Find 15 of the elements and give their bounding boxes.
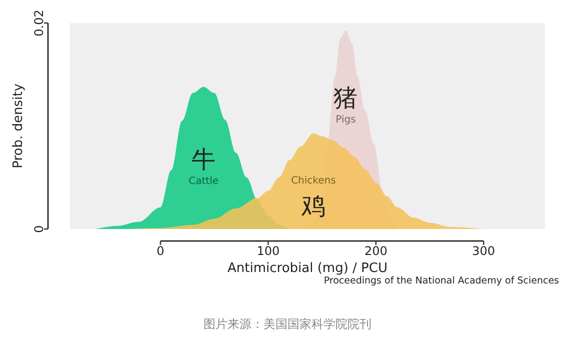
x-tick-label: 0: [156, 244, 164, 258]
series-label: Cattle: [188, 176, 219, 187]
annotation: 鸡: [300, 192, 326, 220]
annotation: 牛: [192, 145, 216, 174]
text: 图片来源：美国国家科学院院刊: [204, 317, 372, 331]
y-axis-title: Prob. density: [11, 83, 26, 168]
annotation: 猪: [334, 84, 358, 112]
series-label: Pigs: [336, 114, 356, 126]
series-label: Chickens: [291, 176, 336, 187]
x-axis-title: Antimicrobial (mg) / PCU: [228, 260, 388, 276]
x-tick-label: 300: [472, 244, 496, 258]
x-tick-label: 100: [256, 244, 280, 258]
text: Proceedings of the National Academy of Sciences: [324, 276, 560, 286]
y-tick-label: 0.02: [32, 10, 46, 36]
x-tick-label: 200: [364, 244, 388, 258]
